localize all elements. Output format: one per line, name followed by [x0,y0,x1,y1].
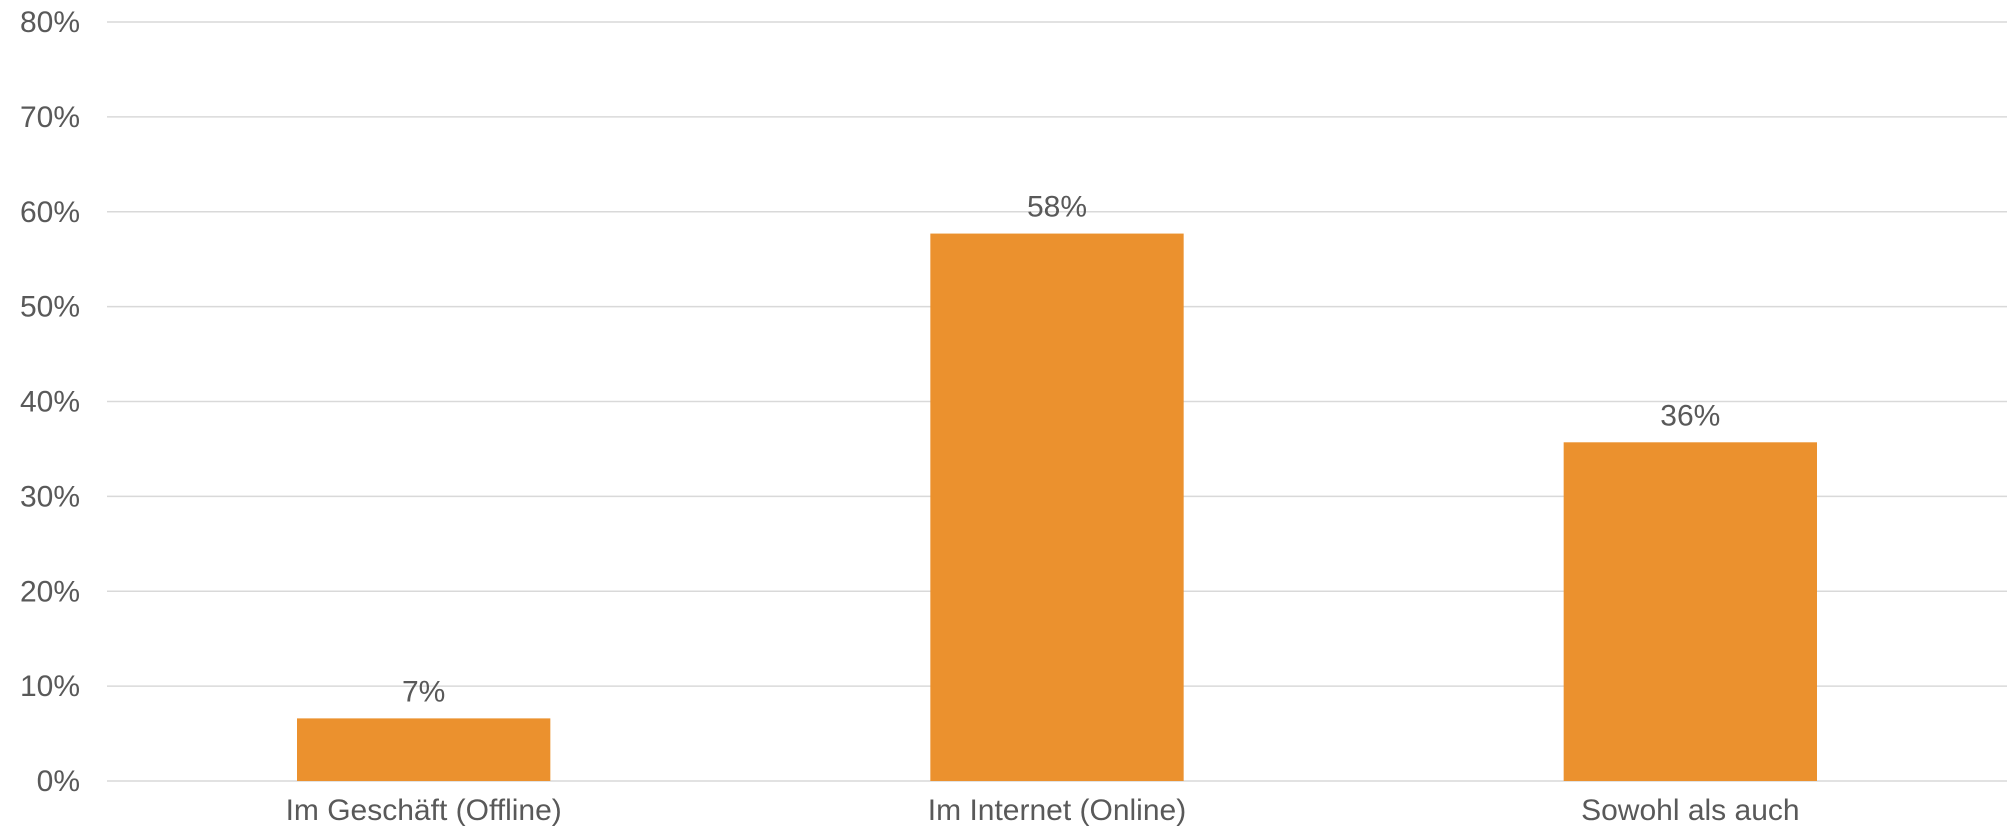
y-tick-label: 80% [20,6,80,39]
y-tick-label: 60% [20,196,80,229]
y-tick-label: 70% [20,101,80,134]
data-label: 7% [402,675,445,708]
x-category-label: Im Geschäft (Offline) [286,794,562,827]
y-tick-label: 50% [20,291,80,324]
y-tick-label: 0% [37,765,80,798]
y-tick-label: 20% [20,575,80,608]
x-category-label: Sowohl als auch [1581,794,1799,827]
y-axis-tick-labels: 0% 10% 20% 30% 40% 50% 60% 70% 80% [20,6,80,798]
y-tick-label: 10% [20,670,80,703]
bar [930,233,1184,782]
x-category-label: Im Internet (Online) [928,794,1186,827]
bar [1563,442,1817,781]
bars [297,233,1817,782]
bar [297,718,551,781]
y-tick-label: 30% [20,480,80,513]
x-axis-category-labels: Im Geschäft (Offline) Im Internet (Online… [286,794,1800,827]
data-labels: 7% 58% 36% [402,191,1720,709]
data-label: 36% [1660,399,1720,432]
y-tick-label: 40% [20,386,80,419]
data-label: 58% [1027,191,1087,224]
